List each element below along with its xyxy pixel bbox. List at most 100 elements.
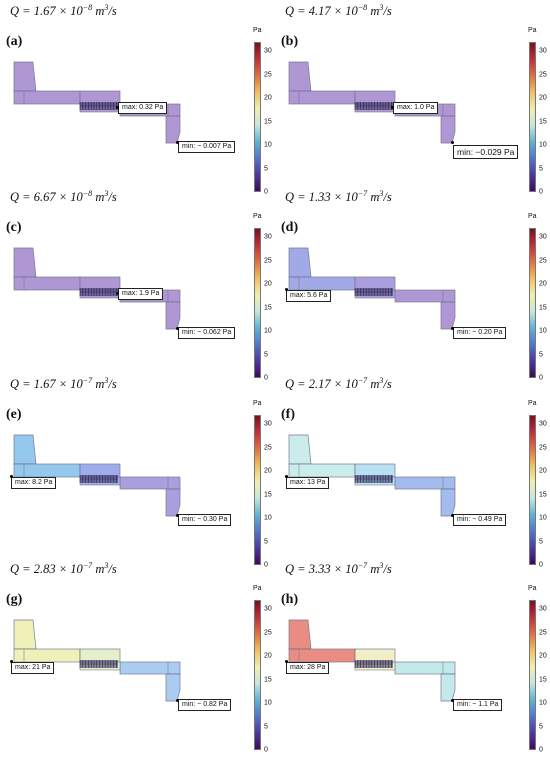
flow-rate-title: Q = 4.17 × 10−8 m3/s [285, 3, 392, 19]
flow-unit: m [92, 190, 105, 205]
panel-label: (e) [6, 407, 22, 422]
colorbar-tick: 10 [539, 699, 547, 707]
flow-rate-title: Q = 2.83 × 10−7 m3/s [10, 561, 117, 577]
flow-value: 1.67 × 10 [33, 377, 83, 392]
panel-label: (g) [6, 592, 23, 607]
flow-unit-exponent: 3 [379, 376, 384, 385]
colorbar-ticks: 0 5 10 15 20 25 30 [539, 600, 550, 754]
colorbar-tick: 20 [264, 94, 272, 102]
flow-unit: m [92, 4, 105, 19]
colorbar-tick: 30 [264, 605, 272, 613]
flow-unit-tail: /s [108, 4, 117, 19]
min-point [451, 141, 454, 144]
flow-value: 2.17 × 10 [308, 377, 358, 392]
colorbar-tick: 0 [264, 561, 268, 569]
channel-geometry [13, 247, 181, 330]
max-point [285, 475, 288, 478]
inlet-reservoir [13, 61, 37, 92]
min-point [451, 514, 454, 517]
colorbar-tick: 15 [539, 676, 547, 684]
inlet-reservoir [288, 247, 312, 278]
outlet-leg [165, 115, 181, 144]
flow-value: 1.33 × 10 [308, 190, 358, 205]
min-pressure-label: min: − 0.82 Pa [178, 699, 232, 711]
colorbar-tick: 25 [539, 444, 547, 452]
colorbar-tick: 20 [539, 280, 547, 288]
colorbar-unit: Pa [528, 400, 537, 407]
flow-exponent: −7 [82, 561, 93, 570]
min-pressure-label: min: − 0.49 Pa [453, 514, 507, 526]
flow-rate-title: Q = 2.17 × 10−7 m3/s [285, 376, 392, 392]
flow-exponent: −8 [357, 3, 368, 12]
flow-exponent: −7 [357, 561, 368, 570]
colorbar-tick: 0 [264, 746, 268, 754]
colorbar [254, 415, 261, 565]
channel-geometry [288, 247, 456, 330]
panel-label: (b) [281, 34, 299, 49]
colorbar-tick: 0 [539, 746, 543, 754]
colorbar-tick: 30 [539, 420, 547, 428]
pillar-array [79, 102, 118, 110]
colorbar-ticks: 0 5 10 15 20 25 30 [539, 415, 550, 569]
colorbar-tick: 20 [264, 652, 272, 660]
max-pressure-label: max: 21 Pa [11, 662, 55, 674]
colorbar-tick: 10 [539, 514, 547, 522]
flow-exponent: −8 [82, 3, 93, 12]
flow-value: 1.67 × 10 [33, 4, 83, 19]
pillar-array [354, 102, 393, 110]
channel-geometry [13, 434, 181, 517]
colorbar [529, 42, 536, 192]
colorbar-tick: 10 [539, 141, 547, 149]
panel-label: (h) [281, 592, 299, 607]
channel-geometry [288, 61, 456, 144]
flow-exponent: −7 [357, 376, 368, 385]
max-pressure-label: max: 8.2 Pa [11, 477, 57, 489]
flow-q: Q = [10, 377, 34, 392]
max-point [285, 660, 288, 663]
flow-unit-tail: /s [383, 4, 392, 19]
pillar-array [354, 288, 393, 296]
flow-unit: m [92, 377, 105, 392]
flow-unit: m [367, 562, 380, 577]
max-point [391, 106, 394, 109]
colorbar-tick: 0 [539, 188, 543, 196]
outlet-block [394, 476, 456, 490]
outlet-leg [165, 301, 181, 330]
flow-q: Q = [285, 190, 309, 205]
min-point [451, 699, 454, 702]
flow-unit-exponent: 3 [104, 189, 109, 198]
colorbar-tick: 10 [264, 141, 272, 149]
flow-q: Q = [285, 562, 309, 577]
colorbar-tick: 15 [539, 118, 547, 126]
colorbar-tick: 30 [539, 47, 547, 55]
pillar-array [79, 660, 118, 668]
colorbar-tick: 15 [264, 304, 272, 312]
colorbar-tick: 25 [539, 629, 547, 637]
flow-unit: m [367, 377, 380, 392]
min-point [176, 514, 179, 517]
colorbar-tick: 5 [539, 165, 543, 173]
min-pressure-label: min: − 1.1 Pa [453, 699, 503, 711]
colorbar-tick: 10 [264, 699, 272, 707]
panel-label: (d) [281, 220, 299, 235]
panel-c: Q = 6.67 × 10−8 m3/s (c) max: 1.9 Pa min: −… [0, 186, 275, 382]
pillar-array [354, 475, 393, 483]
min-point [451, 327, 454, 330]
flow-q: Q = [10, 190, 34, 205]
flow-unit-tail: /s [108, 562, 117, 577]
colorbar-tick: 25 [539, 71, 547, 79]
channel-geometry [288, 434, 456, 517]
flow-unit-exponent: 3 [104, 561, 109, 570]
flow-unit-exponent: 3 [104, 3, 109, 12]
colorbar-ticks: 0 5 10 15 20 25 30 [264, 600, 278, 754]
min-pressure-label: min: − 0.30 Pa [178, 514, 232, 526]
colorbar-tick: 25 [264, 71, 272, 79]
colorbar-unit: Pa [528, 585, 537, 592]
panel-b: Q = 4.17 × 10−8 m3/s (b) max: 1.0 Pa min: −… [275, 0, 550, 196]
flow-q: Q = [10, 562, 34, 577]
max-pressure-label: max: 13 Pa [286, 477, 330, 489]
flow-unit-tail: /s [383, 562, 392, 577]
flow-value: 2.83 × 10 [33, 562, 83, 577]
colorbar-tick: 25 [264, 257, 272, 265]
colorbar-tick: 0 [539, 561, 543, 569]
